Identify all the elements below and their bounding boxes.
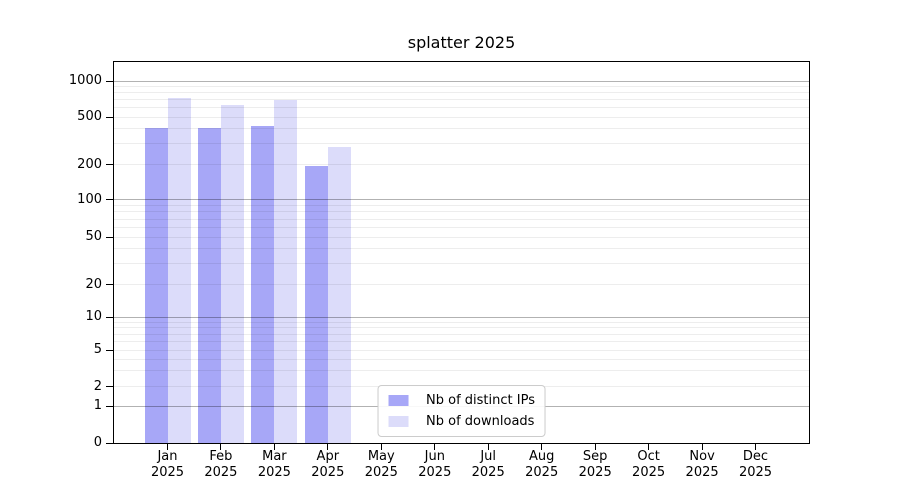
- y-tick-label-5: 5: [93, 342, 102, 358]
- bar-downloads-feb: [220, 105, 244, 443]
- x-tick-month-aug: Aug: [528, 449, 555, 464]
- bar-distinct-ips-jan: [144, 128, 168, 443]
- y-tick-label-50: 50: [85, 229, 102, 245]
- y-tick-10: [106, 316, 113, 318]
- x-tick-year-mar: 2025: [257, 465, 291, 480]
- bar-distinct-ips-apr: [304, 165, 328, 443]
- x-tick-nov: [701, 444, 703, 450]
- y-tick-500: [106, 116, 113, 118]
- x-tick-label-jan: Jan 2025: [136, 449, 200, 481]
- bar-distinct-ips-feb: [197, 127, 221, 443]
- x-tick-jan: [167, 444, 168, 450]
- x-tick-label-feb: Feb 2025: [189, 449, 253, 481]
- x-tick-year-dec: 2025: [738, 465, 773, 480]
- y-tick-2: [106, 386, 113, 388]
- legend-item-downloads: Nb of downloads: [388, 414, 535, 429]
- y-tick-label-10: 10: [85, 309, 102, 325]
- x-tick-year-aug: 2025: [525, 465, 559, 480]
- legend-label-downloads: Nb of downloads: [426, 414, 535, 429]
- x-tick-jun: [434, 444, 436, 450]
- x-tick-month-sep: Sep: [582, 449, 608, 464]
- x-tick-month-jul: Jul: [480, 449, 497, 464]
- y-tick-100: [106, 199, 113, 201]
- x-tick-month-oct: Oct: [637, 449, 660, 464]
- x-tick-label-may: May 2025: [349, 449, 413, 481]
- x-tick-year-sep: 2025: [578, 465, 612, 480]
- x-tick-dec: [755, 444, 756, 450]
- x-tick-month-dec: Dec: [742, 449, 769, 464]
- x-tick-label-oct: Oct 2025: [617, 449, 681, 481]
- x-tick-jul: [487, 444, 489, 450]
- x-tick-month-nov: Nov: [689, 449, 715, 464]
- chart-title: splatter 2025: [407, 33, 516, 52]
- y-tick-label-20: 20: [85, 276, 102, 292]
- bar-distinct-ips-mar: [251, 126, 275, 443]
- y-tick-200: [106, 164, 113, 165]
- x-tick-year-jun: 2025: [418, 465, 452, 480]
- y-tick-label-2: 2: [93, 378, 102, 394]
- bar-downloads-jan: [167, 98, 191, 443]
- y-tick-50: [106, 236, 113, 238]
- y-tick-label-100: 100: [77, 191, 102, 207]
- x-tick-year-jul: 2025: [471, 465, 505, 480]
- x-tick-label-jun: Jun 2025: [403, 449, 467, 481]
- x-tick-month-apr: Apr: [316, 449, 340, 464]
- x-tick-label-apr: Apr 2025: [296, 449, 360, 481]
- x-tick-month-mar: Mar: [262, 449, 287, 464]
- y-tick-1000: [106, 80, 113, 82]
- x-tick-label-jul: Jul 2025: [456, 449, 520, 481]
- x-tick-feb: [220, 444, 222, 450]
- y-tick-20: [106, 284, 113, 286]
- y-tick-5: [106, 349, 113, 351]
- bars-layer: [114, 62, 809, 443]
- x-tick-apr: [327, 444, 329, 450]
- x-tick-oct: [648, 444, 650, 450]
- y-tick-label-1000: 1000: [68, 73, 102, 89]
- y-tick-label-1: 1: [93, 398, 102, 413]
- x-tick-year-apr: 2025: [311, 465, 345, 480]
- plot-area: Nb of distinct IPs Nb of downloads: [113, 61, 810, 444]
- x-tick-label-dec: Dec 2025: [724, 449, 788, 481]
- x-tick-month-jun: Jun: [424, 449, 445, 464]
- x-tick-label-sep: Sep 2025: [563, 449, 627, 481]
- legend-label-distinct-ips: Nb of distinct IPs: [426, 393, 535, 408]
- y-tick-label-200: 200: [77, 156, 102, 172]
- x-tick-month-feb: Feb: [209, 449, 233, 464]
- y-tick-1: [106, 405, 113, 407]
- x-tick-label-nov: Nov 2025: [670, 449, 734, 481]
- legend: Nb of distinct IPs Nb of downloads: [377, 385, 546, 437]
- y-tick-label-0: 0: [93, 435, 102, 450]
- x-tick-may: [380, 444, 382, 450]
- bar-downloads-mar: [274, 100, 298, 443]
- legend-swatch-distinct-ips-icon: [388, 395, 409, 406]
- x-tick-year-oct: 2025: [632, 465, 666, 480]
- x-tick-label-aug: Aug 2025: [510, 449, 574, 481]
- legend-swatch-downloads-icon: [388, 416, 409, 427]
- x-tick-year-jan: 2025: [150, 465, 185, 480]
- x-tick-label-mar: Mar 2025: [242, 449, 306, 481]
- x-tick-year-feb: 2025: [204, 465, 238, 480]
- x-tick-month-may: May: [367, 449, 395, 464]
- x-tick-year-may: 2025: [364, 465, 398, 480]
- y-tick-0: [106, 442, 113, 444]
- y-tick-label-500: 500: [77, 109, 102, 125]
- x-tick-year-nov: 2025: [685, 465, 719, 480]
- x-tick-aug: [541, 444, 543, 450]
- legend-item-distinct-ips: Nb of distinct IPs: [388, 393, 535, 408]
- x-tick-mar: [273, 444, 275, 450]
- x-tick-sep: [594, 444, 596, 450]
- bar-downloads-apr: [327, 147, 351, 443]
- x-tick-month-jan: Jan: [157, 449, 178, 464]
